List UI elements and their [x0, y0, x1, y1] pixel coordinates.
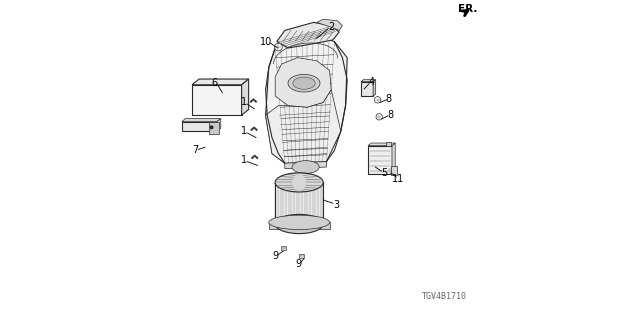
- Text: 8: 8: [387, 110, 394, 120]
- Circle shape: [275, 43, 282, 51]
- Ellipse shape: [293, 77, 316, 89]
- Text: 6: 6: [211, 78, 218, 88]
- Bar: [385, 142, 392, 146]
- Polygon shape: [217, 118, 221, 131]
- Polygon shape: [182, 118, 221, 122]
- Polygon shape: [192, 79, 249, 85]
- Text: 1: 1: [241, 155, 247, 165]
- Text: 7: 7: [192, 145, 198, 156]
- Ellipse shape: [275, 214, 323, 234]
- Polygon shape: [392, 143, 396, 174]
- Text: 11: 11: [392, 174, 404, 184]
- Bar: [361, 82, 373, 96]
- Text: 1: 1: [241, 97, 247, 108]
- Text: TGV4B1710: TGV4B1710: [422, 292, 467, 301]
- Ellipse shape: [275, 173, 323, 192]
- Circle shape: [374, 97, 381, 103]
- Polygon shape: [266, 34, 347, 163]
- Bar: [391, 166, 397, 175]
- Bar: [299, 254, 304, 258]
- Ellipse shape: [292, 161, 319, 173]
- Polygon shape: [269, 222, 330, 229]
- Text: 10: 10: [259, 36, 272, 47]
- Bar: [275, 182, 323, 224]
- Circle shape: [210, 126, 212, 129]
- Text: 1: 1: [241, 126, 247, 136]
- Circle shape: [376, 114, 383, 120]
- Bar: [182, 122, 217, 131]
- Text: 3: 3: [333, 200, 339, 210]
- Polygon shape: [250, 98, 257, 103]
- Text: 9: 9: [295, 259, 301, 269]
- Polygon shape: [368, 143, 396, 146]
- Polygon shape: [251, 155, 259, 159]
- Polygon shape: [250, 126, 258, 131]
- Ellipse shape: [288, 75, 320, 92]
- Polygon shape: [242, 79, 249, 115]
- Text: 2: 2: [328, 22, 334, 32]
- Polygon shape: [285, 162, 326, 169]
- Text: 8: 8: [386, 94, 392, 104]
- Bar: [280, 246, 285, 250]
- Polygon shape: [277, 22, 339, 48]
- Polygon shape: [361, 80, 376, 82]
- Polygon shape: [266, 90, 340, 163]
- Text: 5: 5: [381, 168, 387, 178]
- Text: FR.: FR.: [458, 4, 477, 14]
- Bar: [209, 122, 219, 134]
- Polygon shape: [373, 80, 376, 96]
- Polygon shape: [275, 58, 332, 107]
- Bar: [368, 146, 392, 174]
- Ellipse shape: [269, 215, 330, 230]
- Text: 4: 4: [368, 76, 374, 87]
- Bar: [192, 85, 242, 115]
- Text: 9: 9: [272, 251, 278, 261]
- Polygon shape: [317, 19, 342, 30]
